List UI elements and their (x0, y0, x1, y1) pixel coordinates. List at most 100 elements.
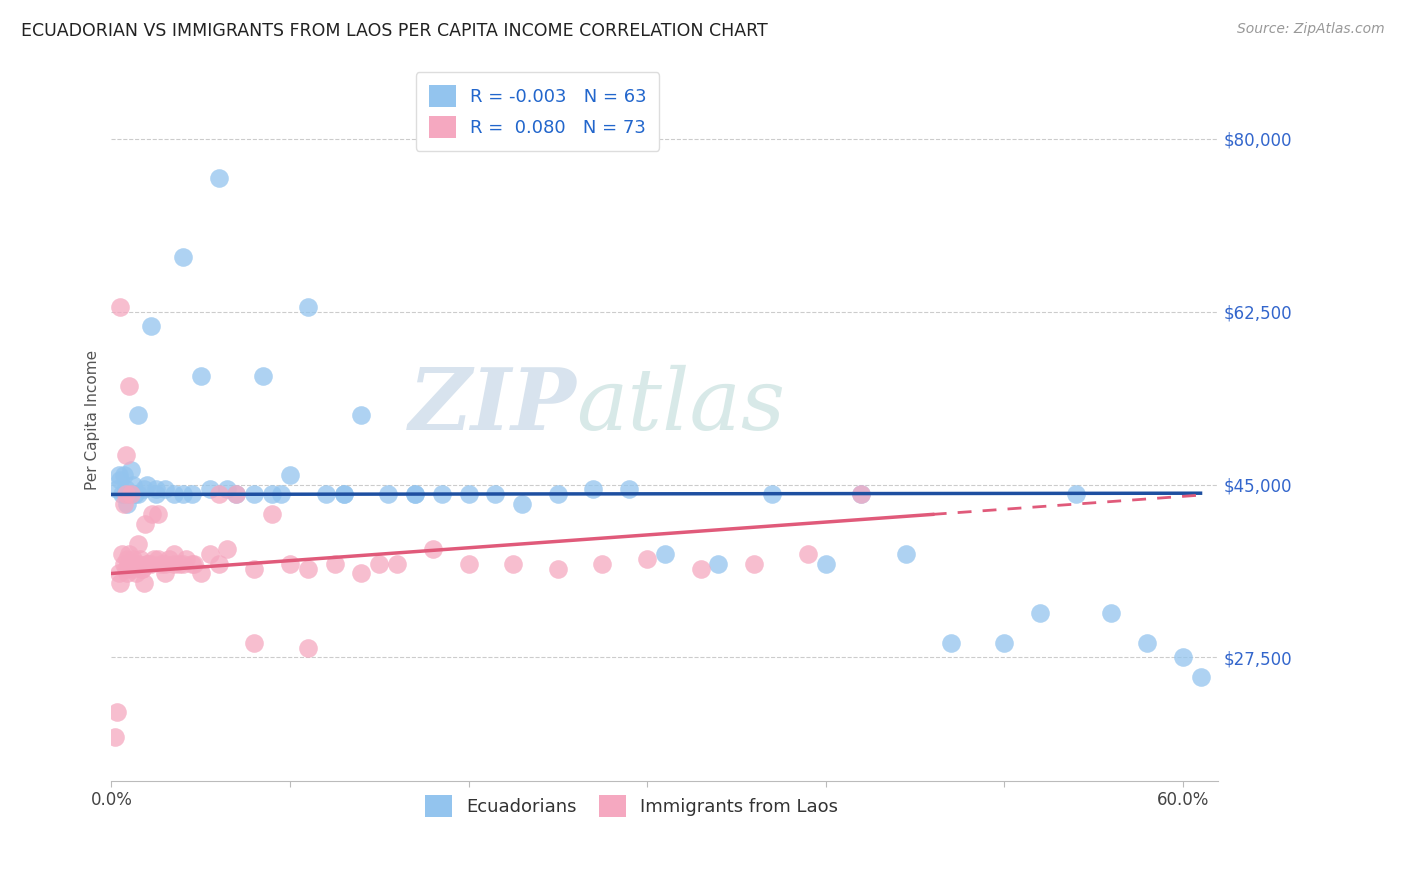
Point (131, 561, 153, 575)
Point (124, 487, 146, 501)
Point (141, 507, 163, 521)
Point (939, 635, 962, 649)
Point (993, 635, 1015, 649)
Point (110, 300, 132, 314)
Point (707, 557, 730, 571)
Point (180, 487, 202, 501)
Text: ECUADORIAN VS IMMIGRANTS FROM LAOS PER CAPITA INCOME CORRELATION CHART: ECUADORIAN VS IMMIGRANTS FROM LAOS PER C… (21, 22, 768, 40)
Point (131, 561, 153, 575)
Point (1099, 606, 1122, 620)
Point (146, 507, 169, 521)
Point (127, 487, 149, 501)
Point (243, 561, 266, 575)
Point (118, 557, 141, 571)
Point (297, 300, 319, 314)
Point (350, 566, 373, 581)
Legend: Ecuadorians, Immigrants from Laos: Ecuadorians, Immigrants from Laos (416, 786, 848, 826)
Point (430, 487, 453, 501)
Point (190, 566, 212, 581)
Point (1029, 606, 1052, 620)
Point (136, 557, 159, 571)
Point (107, 566, 129, 581)
Point (814, 557, 837, 571)
Point (145, 487, 167, 501)
Point (153, 483, 176, 497)
Point (139, 557, 162, 571)
Point (894, 547, 917, 561)
Point (851, 487, 873, 501)
Point (297, 561, 319, 575)
Point (619, 483, 641, 497)
Point (121, 561, 143, 575)
Point (176, 551, 198, 566)
Point (190, 368, 212, 383)
Point (207, 557, 229, 571)
Point (484, 487, 506, 501)
Point (150, 557, 173, 571)
Point (117, 497, 139, 511)
Point (163, 487, 186, 501)
Point (1189, 670, 1212, 684)
Point (315, 487, 337, 501)
Point (107, 467, 129, 482)
Point (163, 547, 186, 561)
Point (104, 730, 127, 744)
Point (136, 557, 159, 571)
Point (323, 557, 346, 571)
Point (368, 557, 391, 571)
Point (262, 507, 284, 521)
Point (172, 557, 194, 571)
Point (457, 487, 479, 501)
Point (582, 483, 605, 497)
Point (183, 557, 205, 571)
Point (172, 487, 194, 501)
Point (114, 448, 136, 462)
Point (145, 483, 167, 497)
Point (111, 547, 134, 561)
Point (118, 547, 141, 561)
Point (278, 467, 301, 482)
Point (851, 487, 873, 501)
Point (132, 483, 155, 497)
Point (243, 487, 266, 501)
Point (350, 409, 373, 423)
Point (127, 557, 149, 571)
Point (377, 487, 399, 501)
Point (118, 487, 141, 501)
Point (225, 487, 247, 501)
Point (547, 561, 569, 575)
Point (1064, 487, 1087, 501)
Point (132, 576, 155, 591)
Point (761, 487, 783, 501)
Point (385, 557, 408, 571)
Point (117, 566, 139, 581)
Point (120, 463, 142, 477)
Point (297, 640, 319, 655)
Point (114, 561, 136, 575)
Point (689, 561, 711, 575)
Point (1171, 650, 1194, 665)
Text: ZIP: ZIP (409, 364, 576, 448)
Point (121, 557, 143, 571)
Point (124, 557, 146, 571)
Point (125, 566, 148, 581)
Point (217, 483, 239, 497)
Point (105, 483, 128, 497)
Point (207, 171, 229, 186)
Point (134, 517, 156, 532)
Point (157, 551, 180, 566)
Point (118, 378, 141, 392)
Point (243, 635, 266, 649)
Point (110, 576, 132, 591)
Point (136, 477, 159, 491)
Point (278, 557, 301, 571)
Point (112, 467, 135, 482)
Point (198, 483, 221, 497)
Point (114, 487, 136, 501)
Point (252, 368, 274, 383)
Text: Source: ZipAtlas.com: Source: ZipAtlas.com (1237, 22, 1385, 37)
Point (163, 557, 186, 571)
Point (153, 557, 176, 571)
Point (139, 319, 162, 334)
Point (117, 551, 139, 566)
